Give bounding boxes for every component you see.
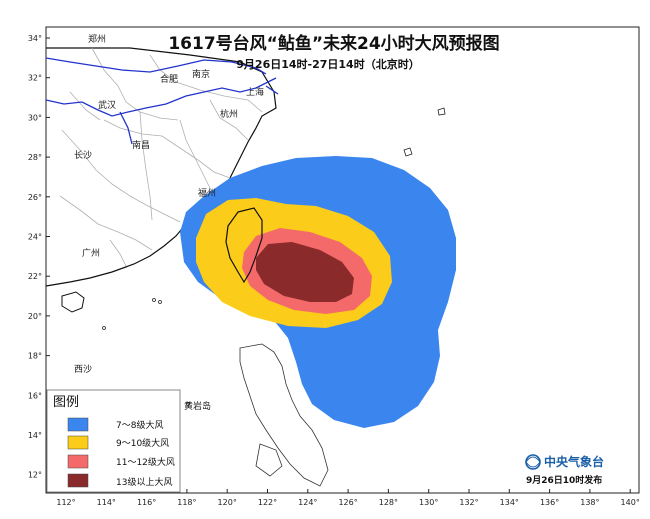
x-tick-label: 122° xyxy=(258,498,277,507)
x-tick-label: 124° xyxy=(298,498,317,507)
y-tick-label: 12° xyxy=(28,471,42,480)
place-label: 武汉 xyxy=(98,99,116,111)
publish-time: 9月26日10时发布 xyxy=(526,474,602,486)
x-tick-label: 114° xyxy=(97,498,116,507)
place-label: 上海 xyxy=(246,86,264,98)
map-title: 1617号台风“鲇鱼”未来24小时大风预报图 xyxy=(168,33,499,54)
y-tick-label: 26° xyxy=(28,193,42,202)
y-tick-label: 32° xyxy=(28,74,42,83)
place-label: 南京 xyxy=(192,68,210,80)
map-subtitle: 9月26日14时-27日14时（北京时） xyxy=(236,57,419,71)
legend-label-wind-11-12: 11～12级大风 xyxy=(116,456,175,468)
x-tick-label: 116° xyxy=(137,498,156,507)
legend-swatch-wind-13-plus xyxy=(67,473,89,488)
y-tick-label: 16° xyxy=(28,391,42,400)
x-tick-label: 130° xyxy=(419,498,438,507)
luzon-outline xyxy=(239,343,329,487)
y-tick-label: 24° xyxy=(28,233,42,242)
place-label: 广州 xyxy=(82,247,100,259)
legend-swatch-wind-7-8 xyxy=(67,417,89,432)
province-borders xyxy=(59,47,263,267)
globe-meridian xyxy=(525,456,541,468)
x-tick-label: 132° xyxy=(459,498,478,507)
y-tick-label: 18° xyxy=(28,352,42,361)
legend-swatch-wind-11-12 xyxy=(67,454,89,469)
y-tick-label: 20° xyxy=(28,312,42,321)
x-tick-label: 128° xyxy=(379,498,398,507)
legend-swatch-wind-9-10 xyxy=(67,435,89,450)
x-tick-label: 140° xyxy=(621,498,640,507)
x-tick-label: 134° xyxy=(500,498,519,507)
legend-label-wind-7-8: 7～8级大风 xyxy=(116,419,163,431)
y-tick-label: 14° xyxy=(28,431,42,440)
visayas-outline xyxy=(255,443,283,477)
place-label: 福州 xyxy=(198,187,216,199)
rivers xyxy=(45,57,279,145)
legend: 图例 7～8级大风 9～10级大风 11～12级大风 13级以上大风 xyxy=(46,389,181,493)
x-tick-label: 138° xyxy=(580,498,599,507)
y-tick-label: 34° xyxy=(28,34,42,43)
place-labels: 郑州 合肥 南京 上海 杭州 武汉 长沙 南昌 福州 广州 西沙 黄岩岛 xyxy=(74,33,264,412)
y-axis-ticks: 34° 32° 30° 28° 26° 24° 22° 20° 18° 16° 14° 12° xyxy=(28,34,50,480)
place-label: 郑州 xyxy=(88,33,106,45)
hainan-island xyxy=(61,291,85,313)
x-tick-label: 126° xyxy=(338,498,357,507)
publisher-logo: 中央气象台 xyxy=(525,454,604,470)
place-label: 西沙 xyxy=(74,364,92,375)
wind-zone-13-plus xyxy=(256,242,354,302)
x-tick-label: 118° xyxy=(177,498,196,507)
place-label: 南昌 xyxy=(132,139,150,151)
place-label: 黄岩岛 xyxy=(184,400,211,412)
x-tick-label: 120° xyxy=(218,498,237,507)
y-tick-label: 22° xyxy=(28,272,42,281)
legend-label-wind-9-10: 9～10级大风 xyxy=(116,437,169,449)
taiwan-outline xyxy=(225,207,263,284)
x-tick-label: 136° xyxy=(540,498,559,507)
legend-label-wind-13-plus: 13级以上大风 xyxy=(116,476,172,488)
place-label: 合肥 xyxy=(160,73,178,85)
publisher-name: 中央气象台 xyxy=(544,454,604,469)
legend-title: 图例 xyxy=(53,395,79,410)
x-tick-label: 112° xyxy=(56,498,75,507)
y-tick-label: 28° xyxy=(28,153,42,162)
y-tick-label: 30° xyxy=(28,113,42,122)
place-label: 长沙 xyxy=(74,149,92,161)
x-axis-ticks: 112° 114° 116° 118° 120° 122° 124° 126° 128° 130°… xyxy=(56,489,640,507)
place-label: 杭州 xyxy=(220,108,238,120)
